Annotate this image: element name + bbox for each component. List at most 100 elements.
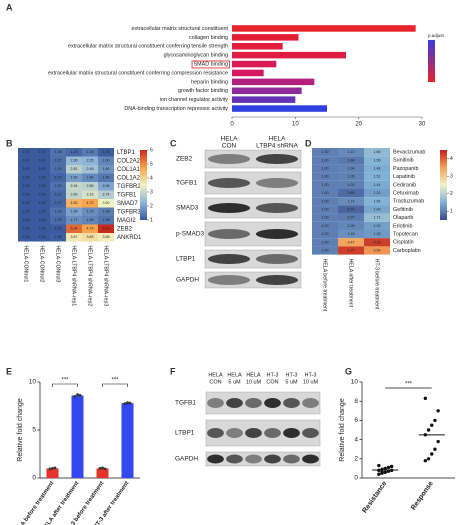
- blot-band: [255, 275, 299, 285]
- bar: [232, 34, 299, 41]
- column-label: HELA-LTBP4 shRNA-rep3: [103, 246, 109, 307]
- data-point: [386, 465, 391, 470]
- cell-label: 2.36: [71, 159, 78, 163]
- cell-label: 3.50: [103, 201, 110, 205]
- cell-label: 1.00: [39, 210, 46, 214]
- heatmap-cell: [18, 173, 34, 182]
- panel-label: E: [6, 366, 12, 376]
- blot-band: [264, 454, 281, 464]
- row-label: ZEB2: [117, 226, 133, 232]
- category-label: heparin binding: [191, 79, 228, 85]
- blot-band: [207, 154, 251, 164]
- data-point: [426, 428, 431, 432]
- cell-label: 1.00: [23, 193, 30, 197]
- data-point: [123, 402, 127, 405]
- cell-label: 1.34: [55, 210, 62, 214]
- heatmap-cell: [312, 172, 338, 181]
- blot-band: [302, 454, 319, 464]
- heatmap-cell: [34, 156, 50, 165]
- heatmap-cell: [66, 156, 82, 165]
- x-tick-label: Resistance: [361, 480, 388, 514]
- data-point: [73, 395, 77, 398]
- cell-label: 1.18: [348, 232, 355, 236]
- y-tick-label: 10: [29, 379, 37, 386]
- heatmap-cell: [98, 207, 114, 216]
- category-label: growth factor binding: [178, 88, 228, 94]
- cell-label: 1.71: [71, 218, 78, 222]
- blot-band: [207, 254, 251, 264]
- heatmap-cell: [66, 165, 82, 174]
- panel-label: B: [6, 138, 13, 148]
- data-point: [436, 409, 440, 413]
- heatmap-cell: [50, 233, 66, 242]
- column-label: HELA after treatment: [348, 259, 354, 308]
- category-label: extracellular matrix structural constitu…: [68, 44, 228, 50]
- blot-band: [226, 454, 243, 464]
- colorbar: [440, 150, 447, 220]
- cell-label: 1.00: [39, 218, 46, 222]
- cell-label: 1.00: [322, 224, 329, 228]
- row-label: Olaparib: [393, 215, 413, 221]
- row-label: Cisplatin: [393, 240, 414, 246]
- heatmap-cell: [66, 207, 82, 216]
- lane-label: CON: [222, 143, 237, 150]
- cell-label: 1.00: [39, 235, 46, 239]
- heatmap-cell: [338, 230, 364, 239]
- cell-label: 1.00: [23, 159, 30, 163]
- colorbar-tick-label: 4: [150, 175, 153, 181]
- category-label: SMAD binding: [194, 61, 228, 67]
- row-label: Cediranib: [393, 182, 416, 188]
- row-label: Gefitinib: [393, 207, 413, 213]
- cell-label: 4.50: [71, 201, 78, 205]
- bar: [232, 78, 315, 86]
- column-label: HELA-CONtrol1: [23, 246, 29, 283]
- cell-label: 1.00: [23, 227, 30, 231]
- bar: [232, 96, 296, 103]
- heatmap-cell: [18, 156, 34, 165]
- cell-label: 1.32: [374, 224, 381, 228]
- heatmap-cell: [338, 221, 364, 230]
- blot-band: [264, 398, 281, 408]
- colorbar: [428, 40, 435, 82]
- blot-band: [207, 229, 251, 239]
- protein-label: TGFB1: [176, 180, 197, 187]
- bar: [232, 60, 277, 68]
- cell-label: 1.27: [55, 159, 62, 163]
- cell-label: 1.00: [39, 176, 46, 180]
- row-label: COL1A1: [117, 167, 141, 173]
- cell-label: 3.67: [71, 235, 78, 239]
- lane-label: LTBP4 shRNA: [256, 143, 298, 150]
- cell-label: 1.25: [55, 218, 62, 222]
- lane-label: 5 uM: [228, 379, 241, 385]
- blot-band: [283, 428, 300, 438]
- row-label: Sunitinib: [393, 158, 414, 164]
- row-label: Bevacizumab: [393, 150, 425, 156]
- cell-label: 1.00: [23, 218, 30, 222]
- heatmap-cell: [312, 205, 338, 214]
- cell-label: 1.00: [39, 193, 46, 197]
- cell-label: 1.00: [39, 167, 46, 171]
- cell-label: 1.80: [103, 167, 110, 171]
- cell-label: 0.94: [348, 158, 355, 162]
- heatmap-cell: [312, 246, 338, 255]
- heatmap-cell: [364, 213, 390, 222]
- data-point: [128, 401, 132, 405]
- cell-label: 1.32: [374, 191, 381, 195]
- cell-label: 2.74: [103, 193, 110, 197]
- lane-label: HELA: [269, 136, 287, 143]
- blot-band: [255, 178, 299, 188]
- cell-label: 1.54: [374, 199, 381, 203]
- category-label: collagen binding: [189, 35, 228, 41]
- blot-background: [204, 171, 302, 195]
- lane-label: HELA: [208, 372, 223, 378]
- cell-label: 1.00: [322, 232, 329, 236]
- lane-label: HELA: [227, 372, 242, 378]
- heatmap-cell: [364, 221, 390, 230]
- heatmap-cell: [18, 199, 34, 208]
- cell-label: 1.00: [23, 150, 30, 154]
- row-label: Cetuximab: [393, 191, 419, 197]
- cell-label: 2.49: [87, 167, 94, 171]
- row-label: COL2A2: [117, 158, 141, 164]
- cell-label: 1.00: [23, 167, 30, 171]
- heatmap-cell: [338, 189, 364, 198]
